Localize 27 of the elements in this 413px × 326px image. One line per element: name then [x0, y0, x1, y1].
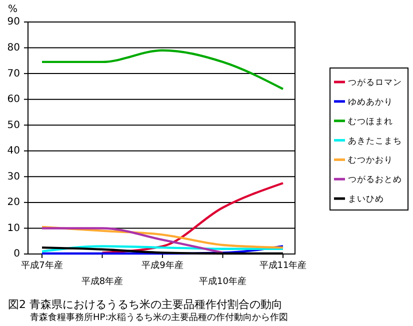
y-tick-label: 40	[7, 146, 20, 157]
y-tick-label: 80	[7, 42, 20, 54]
line-series	[40, 226, 284, 249]
y-tick-label: 90	[7, 16, 20, 28]
line-series	[101, 182, 284, 254]
x-tick-label: 平成8年産	[81, 276, 124, 287]
legend-label: つがるおとめ	[348, 175, 402, 186]
legend-label: むつかおり	[348, 156, 393, 166]
text: 図2 青森県におけるうるち米の主要品種作付割合の動向	[8, 298, 282, 311]
legend-label: つがるロマン	[348, 78, 402, 88]
y-tick-label: 30	[7, 171, 20, 182]
y-tick-label: 20	[7, 197, 20, 208]
y-axis-title: %	[8, 4, 18, 15]
y-tick-label: 70	[7, 68, 20, 80]
legend-label: あきたこまち	[348, 136, 402, 146]
x-tick-label: 平成9年産	[142, 260, 184, 271]
legend-label: むつほまれ	[348, 116, 393, 127]
y-tick-label: 10	[7, 222, 20, 234]
legend-label: ゆめあかり	[348, 97, 393, 108]
x-tick-label: 平成10年産	[199, 276, 246, 287]
y-tick-label: 60	[7, 94, 20, 106]
text: 青森食糧事務所HP:水稲うるち米の主要品種の作付動向から作図	[30, 312, 288, 323]
legend-label: まいひめ	[348, 194, 384, 205]
x-tick-label: 平成7年産	[21, 260, 63, 271]
x-tick-label: 平成11年産	[259, 260, 307, 271]
y-tick-label: 50	[7, 120, 20, 131]
y-tick-label: 0	[14, 248, 20, 260]
